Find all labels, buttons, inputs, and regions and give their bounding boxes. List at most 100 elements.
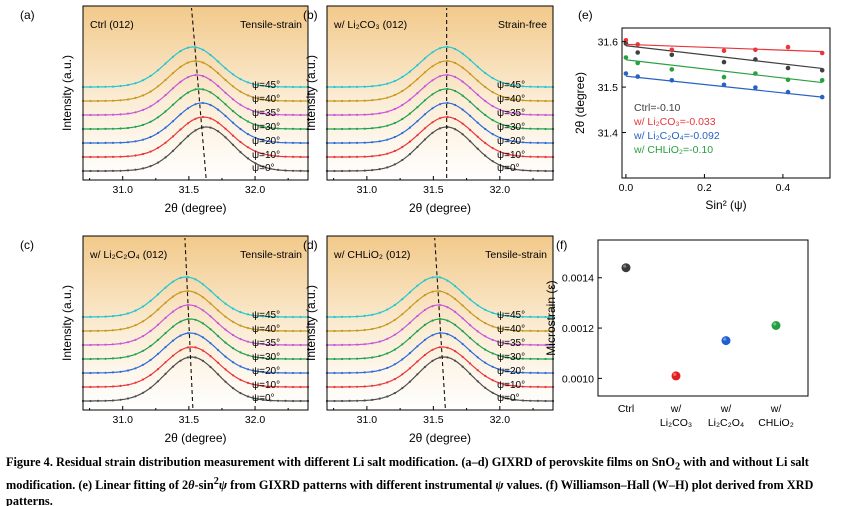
y-axis-label: Intensity (a.u.) [304, 285, 318, 361]
data-point [378, 383, 381, 386]
data-point [514, 315, 517, 318]
data-point [416, 360, 419, 363]
data-point [408, 380, 411, 383]
data-point [669, 67, 675, 72]
data-point [291, 99, 295, 103]
data-point [134, 381, 137, 384]
data-point [201, 359, 205, 362]
data-point [514, 84, 517, 87]
data-point [104, 357, 107, 360]
data-point [179, 142, 182, 145]
data-point [378, 112, 381, 115]
data-point [476, 79, 479, 82]
data-point [284, 141, 287, 144]
data-point [201, 126, 205, 129]
data-point [393, 79, 396, 83]
data-point [484, 71, 487, 75]
sample-label: Ctrl (012) [90, 19, 134, 31]
data-point [164, 110, 167, 113]
data-point [491, 325, 494, 328]
data-point [149, 299, 152, 302]
data-point [544, 371, 547, 375]
data-point [371, 342, 374, 345]
data-point [454, 310, 457, 313]
data-point [819, 50, 825, 56]
data-point [269, 99, 272, 102]
data-point [224, 368, 227, 371]
data-point [333, 127, 336, 131]
data-point [386, 138, 389, 141]
point-highlight [723, 337, 727, 341]
data-point [284, 315, 287, 319]
data-point [299, 399, 302, 403]
data-point [111, 169, 115, 172]
data-point [423, 294, 426, 297]
data-point [431, 65, 434, 68]
series-label: ψ=0° [252, 163, 275, 174]
data-point [333, 155, 336, 159]
data-point [216, 322, 220, 325]
data-point [104, 141, 107, 144]
data-point [224, 380, 227, 383]
data-point [356, 343, 359, 346]
data-point [216, 296, 220, 299]
category-label: Ctrl [618, 403, 634, 415]
data-point [216, 361, 220, 364]
data-point [476, 304, 479, 307]
data-point [231, 143, 235, 146]
data-point [438, 331, 442, 335]
data-point [356, 371, 359, 374]
data-point [393, 303, 396, 307]
data-point [393, 333, 396, 336]
data-point [276, 357, 280, 360]
data-point [194, 356, 197, 359]
data-point [209, 65, 212, 68]
data-point [506, 125, 509, 128]
data-point [171, 310, 175, 313]
data-point [299, 113, 302, 117]
data-point [254, 110, 257, 113]
data-point [378, 397, 381, 400]
data-point [423, 365, 426, 369]
data-point [141, 108, 145, 111]
data-point [484, 361, 487, 364]
data-point [104, 169, 107, 173]
data-point [416, 373, 419, 376]
data-point [454, 117, 457, 121]
data-point [356, 85, 359, 88]
data-point [164, 361, 167, 364]
data-point [141, 94, 145, 97]
data-point [126, 112, 130, 115]
data-point [514, 126, 517, 129]
data-point [164, 286, 167, 289]
data-point [521, 399, 525, 402]
data-point [476, 135, 479, 138]
data-point [469, 128, 472, 131]
data-point [544, 385, 547, 389]
data-point [96, 155, 100, 159]
data-point [386, 110, 389, 113]
data-point [408, 70, 411, 73]
data-point [446, 319, 449, 322]
data-point [156, 380, 160, 383]
data-point [141, 391, 145, 394]
data-point [299, 371, 302, 375]
data-point [269, 343, 272, 346]
y-axis-label: Intensity (a.u.) [60, 55, 74, 131]
data-point [431, 319, 434, 322]
data-point [111, 315, 115, 318]
data-point [469, 362, 472, 365]
series-label: ψ=10° [252, 380, 280, 391]
data-point [276, 168, 280, 171]
data-point [461, 317, 464, 320]
data-point [363, 399, 366, 402]
data-point [514, 112, 517, 115]
data-point [506, 314, 509, 318]
data-point [408, 126, 411, 129]
data-point [126, 155, 130, 158]
data-point [431, 359, 434, 362]
data-point [216, 84, 220, 88]
data-point [529, 141, 532, 144]
data-point [164, 94, 167, 97]
